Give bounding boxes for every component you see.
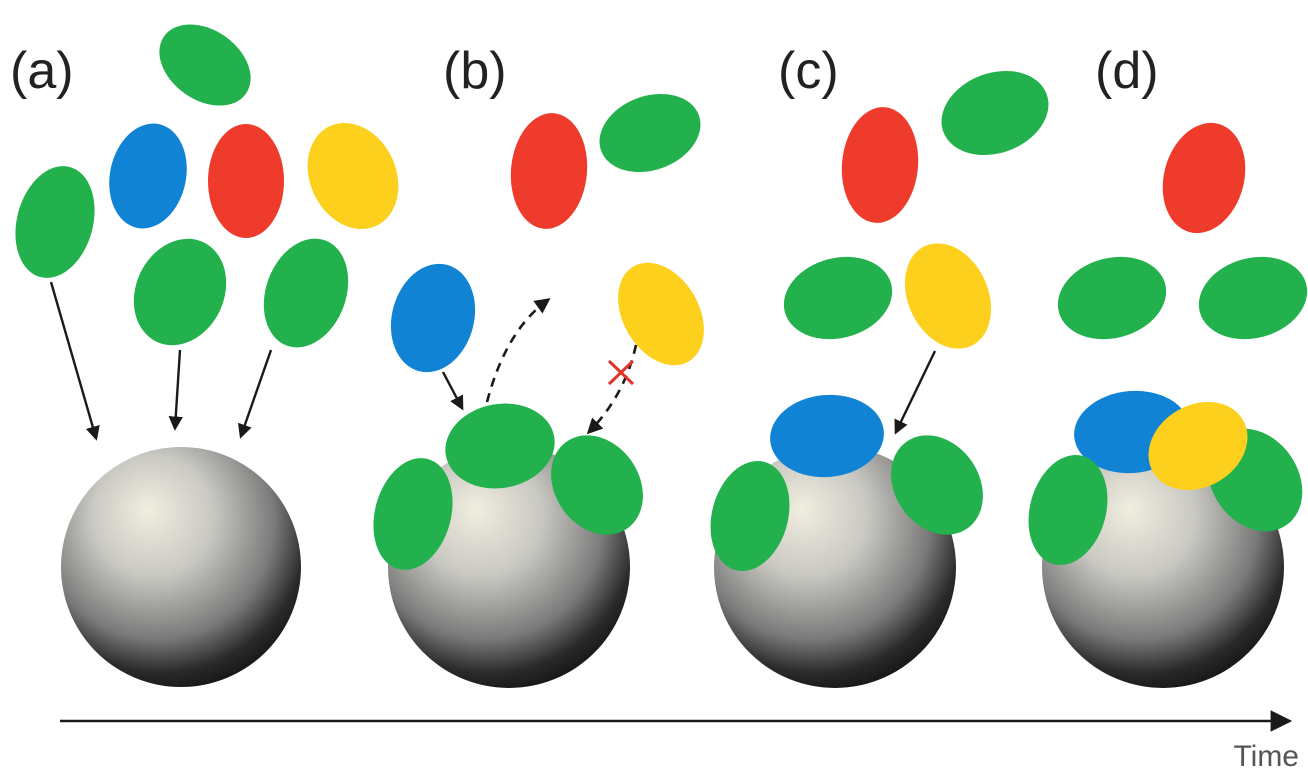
green-particle-icon [783,256,893,340]
panel-d-free-particles [1057,122,1308,340]
green-particle-icon [15,166,95,278]
time-axis: Time [60,710,1299,773]
blocked-adsorption-arrow [586,344,638,435]
green-particle-icon [941,70,1049,156]
green-particle-icon [1028,455,1108,565]
panel-label-c: (c) [778,42,839,100]
blue-particle-icon [770,394,884,478]
adsorption-arrow [894,350,937,435]
red-particle-icon [510,113,588,229]
green-particle-icon [159,24,251,106]
red-particle-icon [1162,122,1246,234]
adsorption-arrow [237,349,273,439]
yellow-particle-icon [904,243,992,349]
panel-b [373,93,704,688]
time-axis-label: Time [1233,740,1299,773]
panel-c-adsorbed-particles [710,394,983,571]
panel-a-free-particles [15,24,399,348]
red-particle-icon [841,107,919,223]
green-particle-icon [263,238,349,348]
green-particle-icon [710,461,790,571]
sphere-icon [61,447,301,687]
red-particle-icon [208,124,284,238]
panel-d [1028,122,1308,688]
panel-b-adsorbed-particles [373,403,643,570]
green-particle-icon [599,93,701,173]
green-particle-icon [891,435,983,535]
adsorption-arrow [49,281,100,441]
panel-label-b: (b) [443,42,507,100]
green-particle-icon [133,238,227,346]
panel-label-a: (a) [10,42,74,100]
green-particle-icon [551,435,643,535]
adsorption-arrow [441,371,464,411]
panel-c-free-particles [783,70,1049,349]
panel-a [15,24,399,687]
blue-particle-icon [390,263,476,373]
green-particle-icon [1057,256,1167,340]
green-particle-icon [445,403,555,489]
panel-label-d: (d) [1095,42,1159,100]
panel-b-free-particles [390,93,704,373]
blue-particle-icon [109,123,187,229]
x-mark-icon [607,359,635,386]
yellow-particle-icon [307,122,399,230]
yellow-particle-icon [618,262,704,366]
yellow-particle-icon [1148,401,1248,491]
green-particle-icon [1198,256,1308,340]
adsorption-arrow [168,349,183,431]
panel-c [710,70,1049,688]
desorption-arrow [485,298,551,403]
green-particle-icon [373,458,453,570]
panel-d-adsorbed-particles [1028,390,1303,565]
